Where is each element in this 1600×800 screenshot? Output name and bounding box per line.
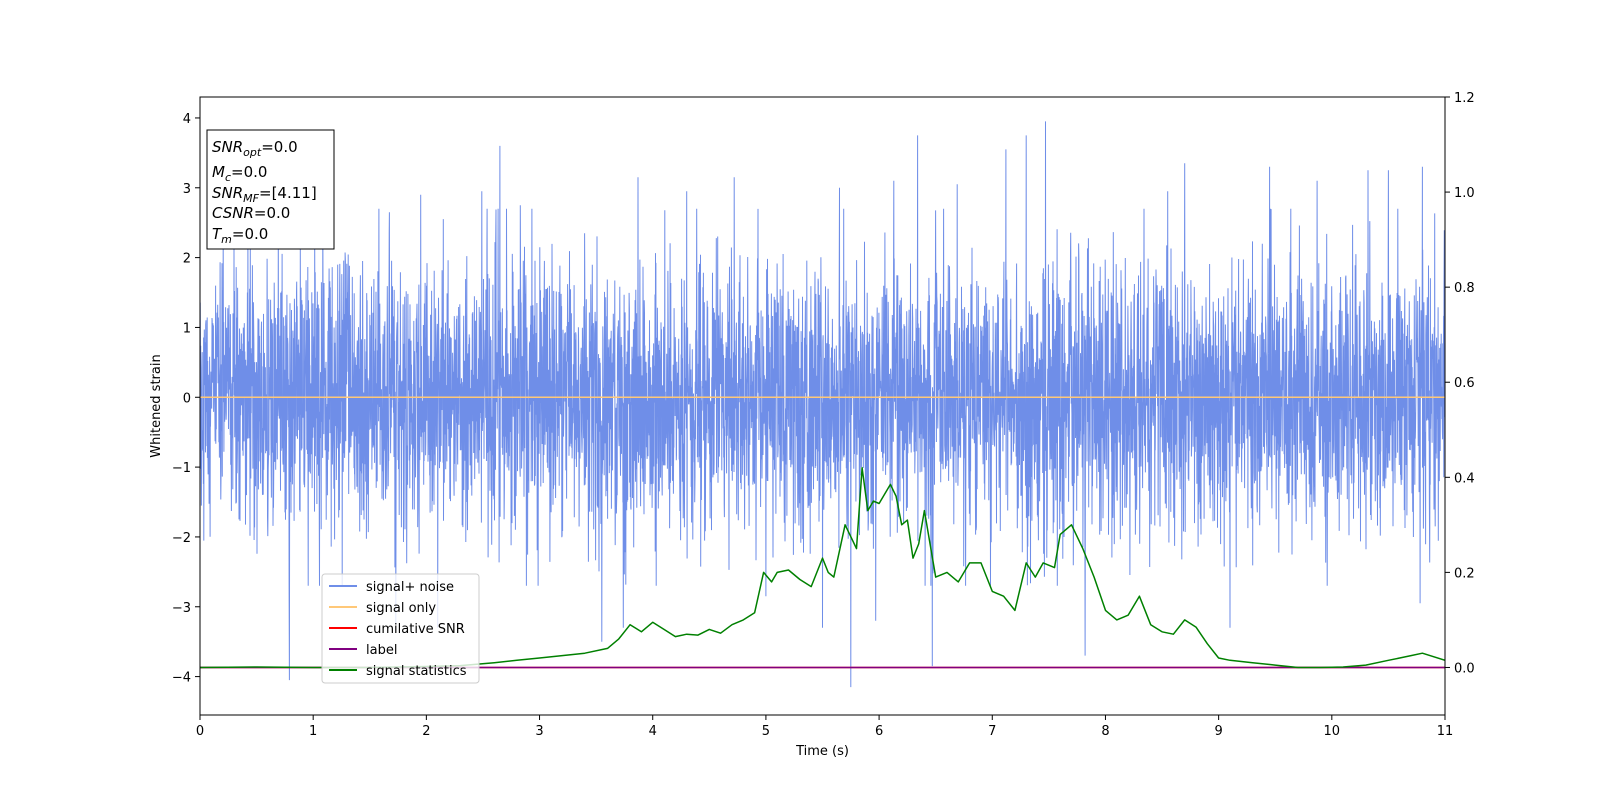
series-line-signal-statistics — [200, 467, 1445, 669]
y2-tick-label: 0.8 — [1454, 281, 1475, 296]
x-tick-label: 3 — [535, 724, 543, 739]
legend-frame — [321, 573, 480, 684]
annotation-line: CSNR=0.0 — [212, 204, 290, 222]
y-tick-label: −2 — [172, 531, 191, 546]
y-tick-label: 2 — [183, 252, 191, 267]
y-tick-label: −3 — [172, 601, 191, 616]
x-tick-label: 0 — [196, 724, 204, 739]
annotation-line: Tm=0.0 — [212, 225, 268, 246]
x-tick-label: 2 — [422, 724, 430, 739]
x-tick-label: 6 — [875, 724, 883, 739]
y2-tick-label: 0.4 — [1454, 471, 1475, 486]
y-tick-label: 1 — [183, 321, 191, 336]
annotation-line: SNRopt=0.0 — [212, 138, 298, 159]
legend: signal+ noise signal only cumilative SNR la… — [321, 573, 480, 684]
legend-label: signal+ noise — [366, 580, 454, 595]
y-tick-label: −1 — [172, 461, 191, 476]
annotation-line: Mc=0.0 — [212, 163, 267, 184]
legend-label: label — [366, 643, 397, 658]
y2-tick-label: 0.6 — [1454, 376, 1475, 391]
x-tick-label: 11 — [1437, 724, 1454, 739]
series-line-signal-noise — [200, 121, 1445, 688]
y2-tick-label: 1.2 — [1454, 91, 1475, 106]
x-tick-label: 1 — [309, 724, 317, 739]
x-tick-label: 8 — [1101, 724, 1109, 739]
x-axis: 0 1 2 3 4 5 6 7 8 9 10 11 — [196, 715, 1453, 739]
y-tick-label: −4 — [172, 671, 191, 686]
y-axis-left: 4 3 2 1 0 −1 −2 −3 −4 — [172, 112, 200, 686]
y-tick-label: 4 — [183, 112, 191, 127]
x-tick-label: 10 — [1324, 724, 1341, 739]
legend-label: signal statistics — [366, 664, 467, 679]
signal-noise-series — [200, 121, 1445, 688]
y2-tick-label: 0.2 — [1454, 566, 1475, 581]
x-tick-label: 5 — [762, 724, 770, 739]
x-tick-label: 7 — [988, 724, 996, 739]
y2-tick-label: 0.0 — [1454, 661, 1475, 676]
x-axis-label: Time (s) — [795, 744, 849, 759]
x-tick-label: 9 — [1214, 724, 1222, 739]
y-axis-label: Whitened strain — [149, 354, 164, 457]
axes-frame — [199, 96, 1446, 716]
annotation-frame — [206, 129, 335, 250]
y2-tick-label: 1.0 — [1454, 186, 1475, 201]
x-tick-label: 4 — [649, 724, 657, 739]
y-axis-right: 1.2 1.0 0.8 0.6 0.4 0.2 0.0 — [1445, 91, 1475, 676]
annotation-line: SNRMF=[4.11] — [212, 184, 317, 205]
y-tick-label: 3 — [183, 182, 191, 197]
legend-label: signal only — [366, 601, 436, 616]
y-tick-label: 0 — [183, 391, 191, 406]
legend-label: cumilative SNR — [366, 622, 465, 637]
